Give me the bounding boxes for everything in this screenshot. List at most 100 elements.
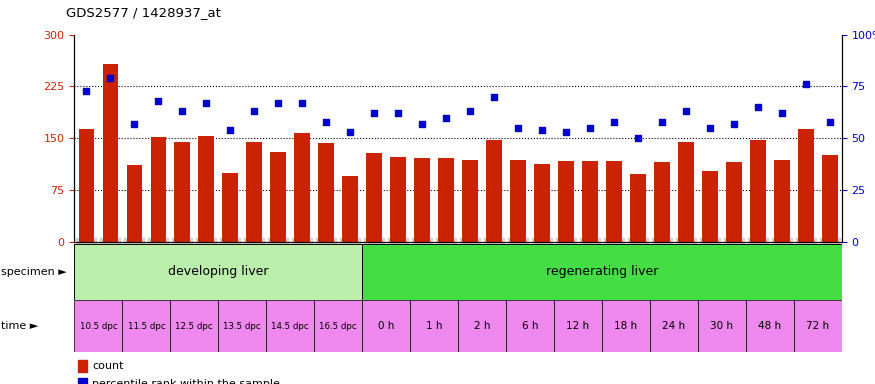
Bar	[318, 143, 334, 242]
Bar	[774, 161, 789, 242]
Bar	[266, 300, 314, 352]
Text: 14.5 dpc: 14.5 dpc	[271, 322, 309, 331]
Point	[631, 135, 645, 141]
Point	[559, 129, 573, 135]
Bar	[698, 300, 746, 352]
Bar	[342, 176, 358, 242]
Bar	[78, 359, 88, 372]
Text: 48 h: 48 h	[759, 321, 781, 331]
Bar	[726, 162, 742, 242]
Point	[175, 108, 189, 114]
Text: time ►: time ►	[1, 321, 38, 331]
Point	[703, 125, 717, 131]
Bar	[199, 136, 214, 242]
Bar	[127, 164, 142, 242]
Bar	[314, 300, 362, 352]
Bar	[74, 300, 122, 352]
Point	[248, 108, 262, 114]
Point	[80, 88, 94, 94]
Bar	[650, 300, 698, 352]
Bar	[822, 155, 837, 242]
Text: 10.5 dpc: 10.5 dpc	[80, 322, 117, 331]
Bar	[746, 300, 794, 352]
Text: specimen ►: specimen ►	[1, 266, 66, 277]
Text: 72 h: 72 h	[806, 321, 829, 331]
Bar	[554, 300, 602, 352]
Text: 18 h: 18 h	[614, 321, 638, 331]
Bar	[462, 161, 478, 242]
Point	[128, 121, 142, 127]
Text: 6 h: 6 h	[522, 321, 538, 331]
Point	[727, 121, 741, 127]
Point	[271, 100, 285, 106]
Bar	[438, 157, 454, 242]
Text: 2 h: 2 h	[473, 321, 490, 331]
Bar	[218, 300, 266, 352]
Bar	[414, 157, 430, 242]
Text: 13.5 dpc: 13.5 dpc	[223, 322, 261, 331]
Point	[799, 81, 813, 88]
Point	[343, 129, 357, 135]
Text: percentile rank within the sample: percentile rank within the sample	[92, 379, 280, 384]
Bar	[794, 300, 842, 352]
Point	[103, 75, 117, 81]
Point	[535, 127, 549, 133]
Bar	[458, 300, 506, 352]
Point	[391, 110, 405, 116]
Bar	[535, 164, 550, 242]
Text: 0 h: 0 h	[378, 321, 395, 331]
Bar	[558, 161, 574, 242]
Bar	[123, 300, 171, 352]
Point	[511, 125, 525, 131]
Bar	[222, 173, 238, 242]
Text: count: count	[92, 361, 123, 371]
Text: 1 h: 1 h	[426, 321, 443, 331]
Text: 12.5 dpc: 12.5 dpc	[176, 322, 214, 331]
Point	[774, 110, 788, 116]
Point	[319, 119, 333, 125]
Point	[368, 110, 382, 116]
Bar	[678, 142, 694, 242]
Bar	[174, 142, 190, 242]
Point	[223, 127, 237, 133]
Bar	[362, 300, 410, 352]
Bar	[270, 152, 286, 242]
Text: regenerating liver: regenerating liver	[546, 265, 658, 278]
Point	[822, 119, 836, 125]
Bar	[602, 300, 650, 352]
Bar	[171, 300, 218, 352]
Bar	[79, 129, 94, 242]
Bar	[798, 129, 814, 242]
Point	[151, 98, 165, 104]
Text: 24 h: 24 h	[662, 321, 685, 331]
Point	[583, 125, 597, 131]
Bar	[582, 161, 598, 242]
Bar	[606, 161, 622, 242]
Bar	[390, 157, 406, 242]
Point	[439, 114, 453, 121]
Bar	[247, 142, 262, 242]
Bar	[362, 244, 842, 300]
Bar	[487, 140, 502, 242]
Point	[415, 121, 429, 127]
Bar	[510, 161, 526, 242]
Bar	[654, 162, 669, 242]
Point	[487, 94, 501, 100]
Text: developing liver: developing liver	[168, 265, 269, 278]
Bar	[750, 140, 766, 242]
Bar	[410, 300, 459, 352]
Bar	[506, 300, 554, 352]
Bar	[78, 378, 88, 384]
Bar	[702, 171, 717, 242]
Text: 16.5 dpc: 16.5 dpc	[319, 322, 357, 331]
Bar	[367, 154, 382, 242]
Point	[679, 108, 693, 114]
Text: 12 h: 12 h	[566, 321, 590, 331]
Point	[654, 119, 668, 125]
Point	[200, 100, 214, 106]
Text: 11.5 dpc: 11.5 dpc	[128, 322, 165, 331]
Text: 30 h: 30 h	[710, 321, 733, 331]
Bar	[102, 64, 118, 242]
Point	[295, 100, 309, 106]
Point	[607, 119, 621, 125]
